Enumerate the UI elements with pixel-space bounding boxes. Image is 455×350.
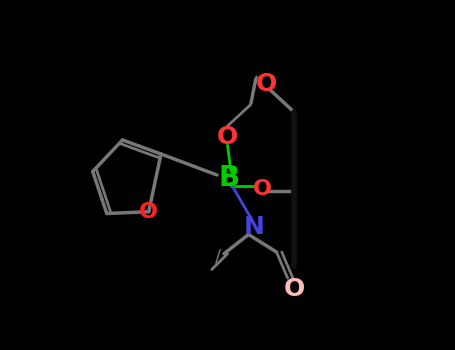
Text: N: N <box>243 216 264 239</box>
Text: /: / <box>215 247 221 265</box>
Text: B: B <box>219 164 240 193</box>
Text: O: O <box>255 72 277 96</box>
Text: O: O <box>283 277 305 301</box>
Text: O: O <box>253 179 272 199</box>
Text: O: O <box>139 202 158 222</box>
Text: O: O <box>217 125 238 148</box>
